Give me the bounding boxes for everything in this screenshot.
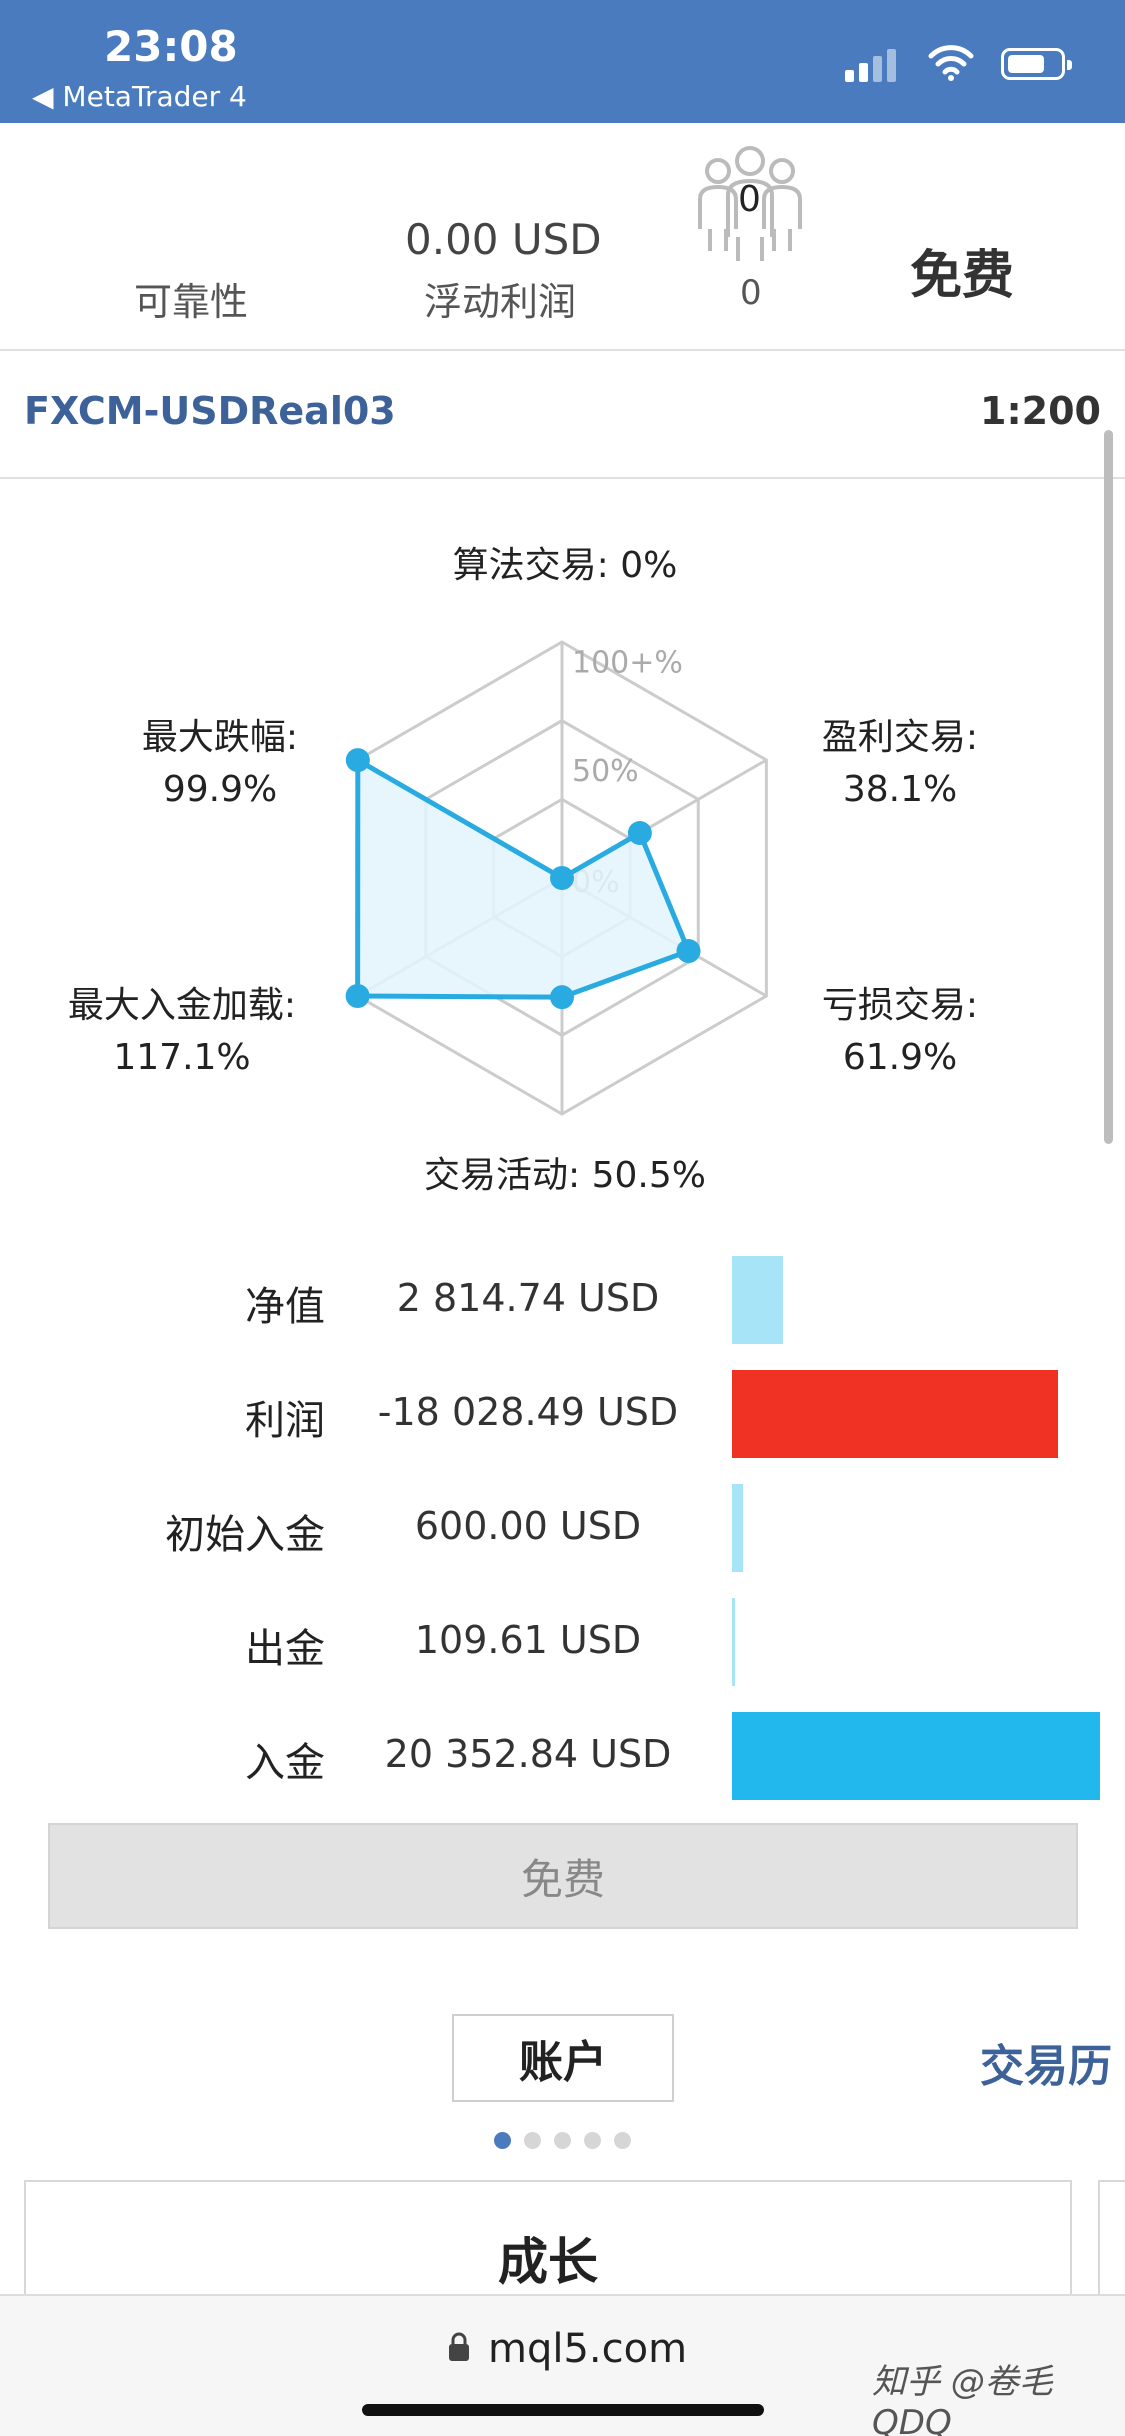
- page-indicator: [494, 2132, 634, 2150]
- browser-bar: mql5.com 知乎 @卷毛QDQ: [0, 2294, 1125, 2436]
- loss-trades-value: 61.9%: [842, 1037, 958, 1079]
- floating-profit-label: 浮动利润: [424, 280, 577, 324]
- finance-bar: [732, 1370, 1058, 1458]
- max-deposit-load-value: 117.1%: [113, 1037, 251, 1079]
- signal-icon: [845, 70, 854, 82]
- radar-data-point: [550, 985, 574, 1010]
- subscribers-icon: [698, 146, 802, 261]
- status-time: 23:08: [104, 22, 238, 71]
- watermark: 知乎 @卷毛QDQ: [872, 2362, 1053, 2436]
- finance-value: 20 352.84 USD: [384, 1732, 672, 1776]
- profit-trades-label: 盈利交易: 38.1%: [800, 712, 1000, 816]
- finance-row-deposits: 入金 20 352.84 USD: [0, 1710, 1125, 1800]
- growth-card: 成长: [24, 2180, 1072, 2300]
- subscribers-icon-count: 0: [738, 179, 761, 220]
- back-to-app-link[interactable]: ◀ MetaTrader 4: [32, 80, 247, 113]
- max-drawdown-title: 最大跌幅:: [141, 717, 299, 758]
- page-dot[interactable]: [494, 2132, 511, 2149]
- status-icons: [845, 42, 1072, 82]
- page-dot[interactable]: [524, 2132, 541, 2149]
- max-deposit-load-label: 最大入金加载: 117.1%: [44, 980, 320, 1084]
- radar-chart: 100+%50%0% 算法交易: 0% 盈利交易: 38.1% 亏损交易: 61…: [0, 480, 1125, 1220]
- status-bar: 23:08 ◀ MetaTrader 4: [0, 0, 1125, 123]
- leverage-value: 1:200: [980, 389, 1101, 433]
- loss-trades-label: 亏损交易: 61.9%: [800, 980, 1000, 1084]
- radar-data-point: [550, 866, 574, 890]
- next-card: [1098, 2180, 1125, 2300]
- tab-trade-history[interactable]: 交易历: [980, 2041, 1112, 2092]
- radar-svg: 100+%50%0%: [345, 640, 768, 1116]
- server-name[interactable]: FXCM-USDReal03: [24, 389, 396, 433]
- radar-data-point: [345, 984, 370, 1008]
- radar-ring-label: 50%: [572, 754, 639, 789]
- scrollbar[interactable]: [1104, 430, 1113, 1144]
- finance-label: 利润: [245, 1398, 325, 1444]
- battery-icon: [1001, 48, 1072, 80]
- signal-icon: [873, 56, 882, 82]
- finance-value: 109.61 USD: [414, 1618, 642, 1662]
- subscribers-count: 0: [740, 273, 762, 313]
- radar-data-area: [355, 757, 692, 1000]
- finance-row-initial-deposit: 初始入金 600.00 USD: [0, 1482, 1125, 1572]
- finance-label: 入金: [245, 1740, 325, 1786]
- finance-bar: [732, 1484, 743, 1572]
- signal-icon: [859, 63, 868, 82]
- home-indicator[interactable]: [362, 2404, 764, 2416]
- finance-row-profit: 利润 -18 028.49 USD: [0, 1368, 1125, 1458]
- finance-label: 初始入金: [165, 1512, 325, 1558]
- signal-icon: [887, 49, 896, 82]
- profit-trades-value: 38.1%: [842, 769, 958, 811]
- finance-value: 600.00 USD: [414, 1504, 642, 1548]
- profit-trades-title: 盈利交易:: [821, 717, 979, 758]
- finance-value: 2 814.74 USD: [396, 1276, 660, 1320]
- finance-row-equity: 净值 2 814.74 USD: [0, 1254, 1125, 1344]
- finance-value: -18 028.49 USD: [377, 1390, 679, 1434]
- radar-data-point: [676, 939, 701, 964]
- loss-trades-title: 亏损交易:: [821, 985, 979, 1026]
- server-row: FXCM-USDReal03 1:200: [0, 351, 1125, 479]
- finance-bar: [732, 1712, 1100, 1800]
- growth-card-title: 成长: [498, 2233, 598, 2291]
- trading-activity-label: 交易活动: 50.5%: [424, 1155, 706, 1196]
- wifi-icon: [928, 45, 974, 81]
- finance-bar: [732, 1256, 783, 1344]
- page-dot[interactable]: [584, 2132, 601, 2149]
- radar-data-point: [627, 821, 652, 846]
- max-deposit-load-title: 最大入金加载:: [67, 985, 297, 1026]
- max-drawdown-label: 最大跌幅: 99.9%: [120, 712, 320, 816]
- finance-label: 净值: [245, 1284, 325, 1330]
- signal-stats: 可靠性 0.00 USD 浮动利润 0 0 免费: [0, 123, 1125, 351]
- finance-bar: [732, 1598, 735, 1686]
- finance-label: 出金: [245, 1626, 325, 1672]
- max-drawdown-value: 99.9%: [162, 769, 278, 811]
- radar-data-point: [345, 748, 370, 773]
- tab-account[interactable]: 账户: [452, 2014, 674, 2102]
- lock-icon: [449, 2332, 469, 2361]
- price-label: 免费: [910, 246, 1015, 306]
- reliability-label: 可靠性: [134, 280, 249, 324]
- finance-row-withdrawals: 出金 109.61 USD: [0, 1596, 1125, 1686]
- algo-trading-label: 算法交易: 0%: [452, 545, 678, 586]
- url-text[interactable]: mql5.com: [488, 2326, 688, 2372]
- subscribe-free-button[interactable]: 免费: [48, 1823, 1078, 1929]
- radar-ring-label: 100+%: [572, 646, 683, 681]
- page-dot[interactable]: [554, 2132, 571, 2149]
- floating-profit-value: 0.00 USD: [405, 215, 602, 264]
- page-dot[interactable]: [614, 2132, 631, 2149]
